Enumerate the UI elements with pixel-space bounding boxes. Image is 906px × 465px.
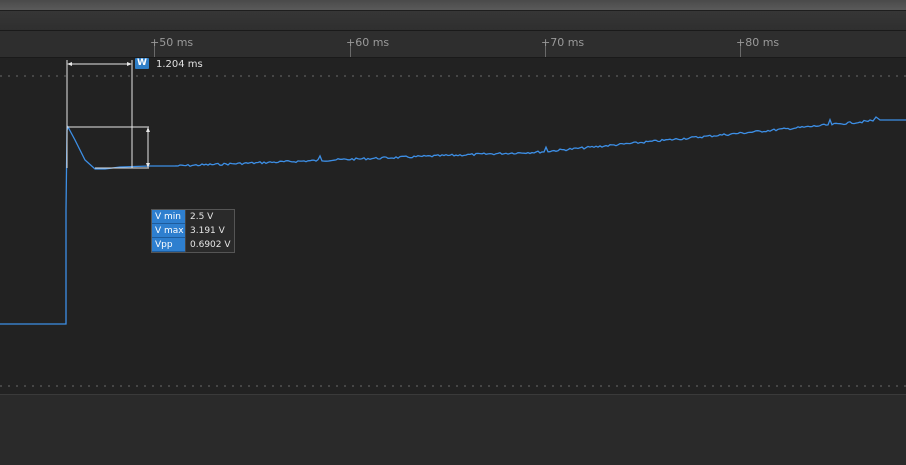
measurement-value: 3.191 V: [185, 224, 234, 238]
ruler-tick-label-70: +70 ms: [541, 36, 585, 49]
measurement-key: Vpp: [152, 238, 185, 252]
time-ruler[interactable]: +50 ms +60 ms +70 ms +80 ms: [0, 31, 906, 58]
measurement-row-vmin: V min 2.5 V: [152, 210, 234, 224]
width-marker-arrowhead-right: [127, 62, 132, 66]
measurement-key: V min: [152, 210, 185, 224]
ruler-tick-label-50: +50 ms: [150, 36, 194, 49]
vpp-marker-arrowhead-top: [146, 127, 150, 132]
vpp-marker-arrowhead-bottom: [146, 163, 150, 168]
ruler-tick-60: [350, 44, 351, 57]
width-marker-arrowhead-left: [67, 62, 72, 66]
empty-channel-area: [0, 395, 906, 465]
width-measurement-badge[interactable]: W: [135, 58, 149, 69]
ruler-tick-80: [740, 44, 741, 57]
width-measurement-value: 1.204 ms: [156, 59, 203, 70]
top-toolbar-strip: [0, 0, 906, 11]
ruler-tick-70: [545, 44, 546, 57]
ruler-tick-label-80: +80 ms: [736, 36, 780, 49]
channel-header-band: [0, 11, 906, 31]
voltage-measurement-table: V min 2.5 V V max 3.191 V Vpp 0.6902 V: [151, 209, 235, 253]
measurement-value: 0.6902 V: [185, 238, 234, 252]
ruler-tick-50: [154, 44, 155, 57]
measurement-value: 2.5 V: [185, 210, 234, 224]
ruler-tick-label-60: +60 ms: [346, 36, 390, 49]
measurement-row-vmax: V max 3.191 V: [152, 224, 234, 238]
measurement-row-vpp: Vpp 0.6902 V: [152, 238, 234, 252]
measurement-key: V max: [152, 224, 185, 238]
analog-signal-trace: [0, 116, 906, 325]
